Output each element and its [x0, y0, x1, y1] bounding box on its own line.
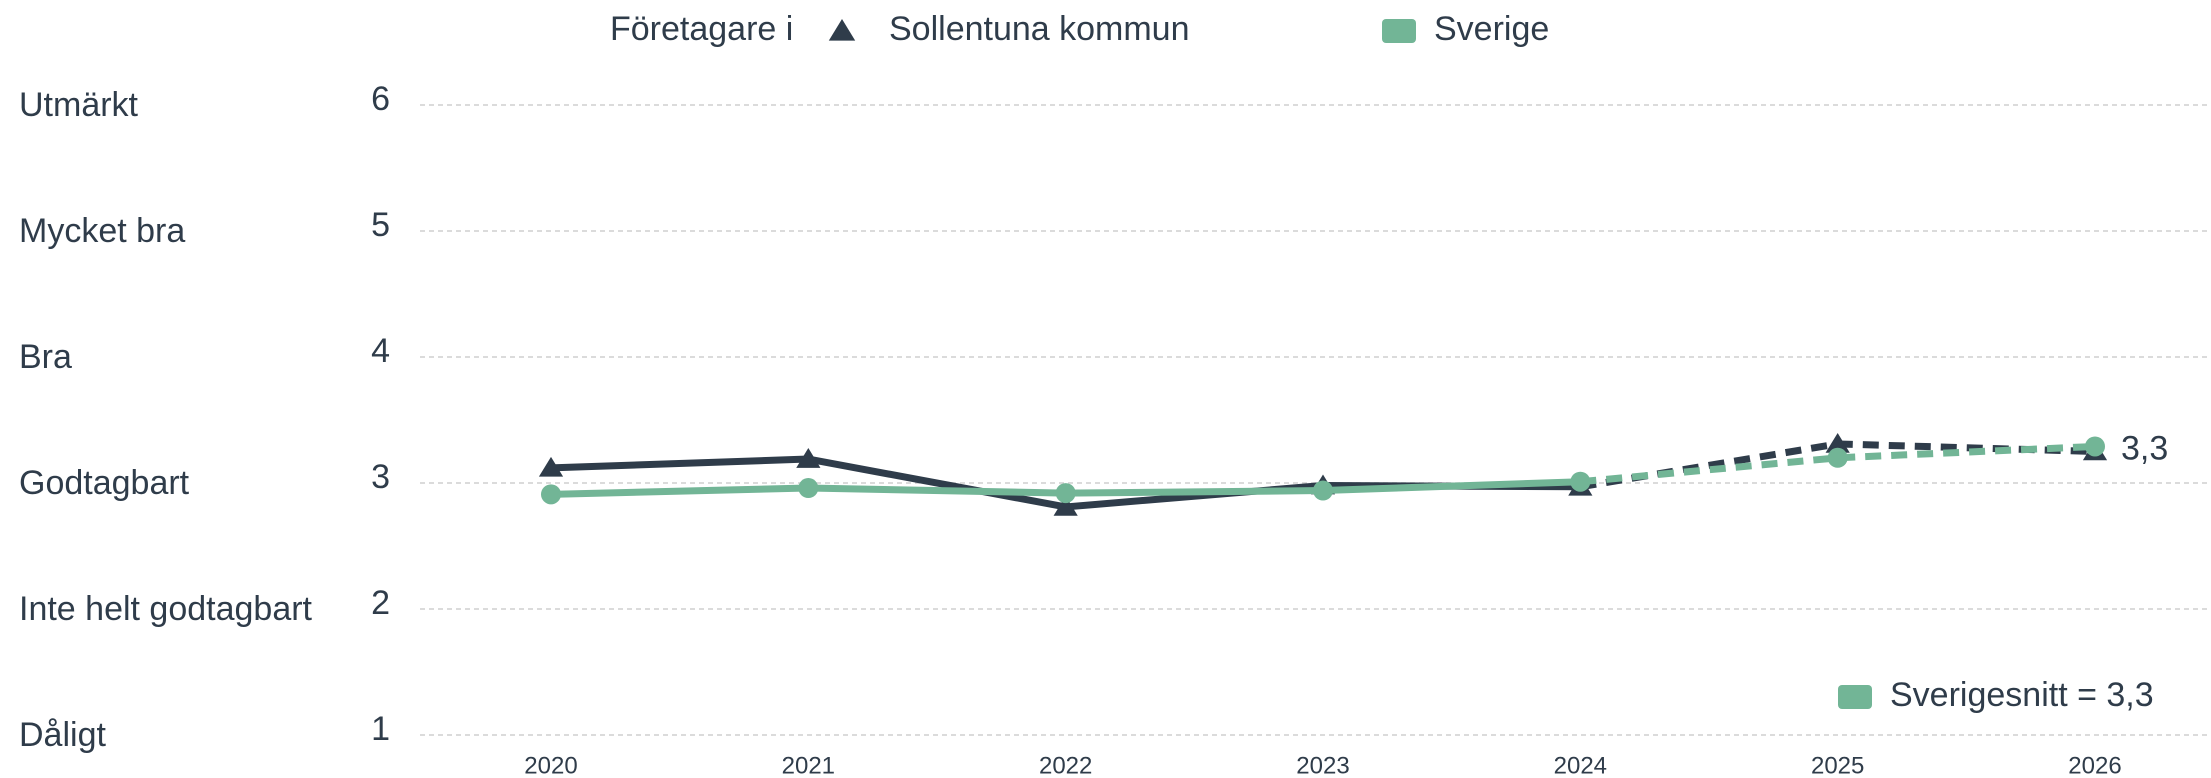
marker	[1825, 432, 1850, 453]
marker	[538, 456, 564, 477]
x-tick-label: 2021	[782, 752, 835, 778]
y-category-label: Bra	[19, 338, 72, 376]
marker	[1827, 447, 1848, 468]
legend-marker	[828, 19, 856, 41]
marker	[541, 484, 561, 505]
data-label: 3,3	[2121, 429, 2168, 467]
x-tick-label: 2024	[1554, 752, 1607, 778]
legend-marker	[1382, 19, 1416, 43]
legend-title: Företagare i	[610, 10, 793, 48]
x-tick-label: 2025	[1811, 752, 1864, 778]
annotation: Sverigesnitt = 3,3	[1890, 676, 2154, 714]
legend-label: Sollentuna kommun	[889, 10, 1190, 48]
marker	[796, 448, 821, 468]
marker	[1313, 480, 1333, 501]
marker	[1570, 471, 1591, 492]
x-tick-label: 2022	[1039, 752, 1092, 778]
marker	[2085, 436, 2105, 457]
marker	[798, 478, 819, 499]
y-category-label: Dåligt	[19, 716, 106, 754]
y-tick-label: 4	[371, 332, 390, 370]
forecast-line	[1580, 442, 2096, 486]
marker	[1055, 483, 1076, 504]
y-tick-label: 2	[371, 584, 390, 622]
y-tick-label: 1	[371, 710, 390, 748]
y-category-label: Utmärkt	[19, 86, 139, 124]
legend-label: Sverige	[1434, 10, 1549, 48]
y-category-label: Godtagbart	[19, 464, 190, 502]
x-tick-label: 2023	[1296, 752, 1349, 778]
y-category-label: Inte helt godtagbart	[19, 590, 313, 628]
x-tick-label: 2020	[524, 752, 577, 778]
x-tick-label: 2026	[2068, 752, 2121, 778]
y-category-label: Mycket bra	[19, 212, 185, 250]
marker	[1053, 495, 1078, 516]
y-tick-label: 6	[371, 80, 390, 118]
y-tick-label: 3	[371, 458, 390, 496]
annotation-marker	[1838, 685, 1872, 709]
y-tick-label: 5	[371, 206, 390, 244]
